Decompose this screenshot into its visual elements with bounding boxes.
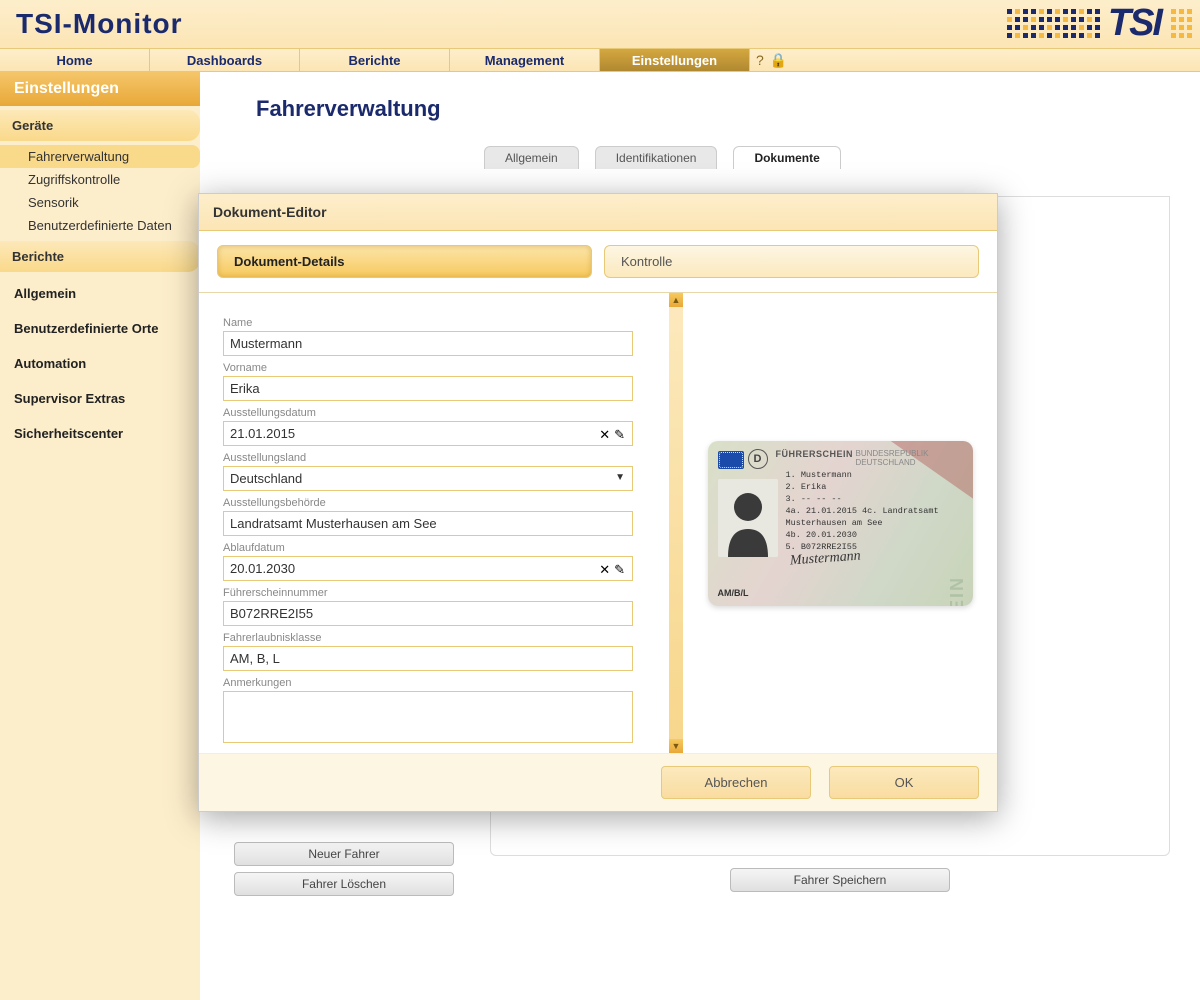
license-preview: D FÜHRERSCHEIN BUNDESREPUBLIK DEUTSCHLAN… <box>708 441 973 606</box>
page-title: Fahrerverwaltung <box>256 96 1176 122</box>
sidebar-group-berichte[interactable]: Berichte <box>0 241 200 272</box>
content-tabs: Allgemein Identifikationen Dokumente <box>484 146 1176 169</box>
sidebar-item-orte[interactable]: Benutzerdefinierte Orte <box>0 311 200 346</box>
modal-title: Dokument-Editor <box>199 194 997 231</box>
sidebar-item-benutzerdefinierte-daten[interactable]: Benutzerdefinierte Daten <box>0 214 200 237</box>
input-name[interactable] <box>223 331 633 356</box>
edit-icon[interactable]: ✎ <box>614 562 625 578</box>
edit-icon[interactable]: ✎ <box>614 427 625 443</box>
label-country: Ausstellungsland <box>223 452 661 464</box>
input-expiry-date[interactable] <box>223 556 633 581</box>
label-name: Name <box>223 317 661 329</box>
input-vorname[interactable] <box>223 376 633 401</box>
sidebar-item-zugriffskontrolle[interactable]: Zugriffskontrolle <box>0 168 200 191</box>
nav-berichte[interactable]: Berichte <box>300 49 450 71</box>
form-column: Name Vorname Ausstellungsdatum ✕ ✎ Ausst… <box>199 293 669 753</box>
sidebar-item-allgemein[interactable]: Allgemein <box>0 276 200 311</box>
input-license-class[interactable] <box>223 646 633 671</box>
help-icon[interactable]: ? <box>756 52 764 68</box>
scrollbar[interactable]: ▲ ▼ <box>669 293 683 753</box>
eu-flag-icon <box>718 451 744 469</box>
license-watermark: SCHEIN <box>948 576 969 606</box>
nav-home[interactable]: Home <box>0 49 150 71</box>
label-notes: Anmerkungen <box>223 677 661 689</box>
input-issue-date[interactable] <box>223 421 633 446</box>
sidebar-group-geraete[interactable]: Geräte <box>0 110 200 141</box>
label-authority: Ausstellungsbehörde <box>223 497 661 509</box>
cancel-button[interactable]: Abbrechen <box>661 766 811 799</box>
clear-icon[interactable]: ✕ <box>599 562 610 578</box>
label-issue: Ausstellungsdatum <box>223 407 661 419</box>
license-subtitle: BUNDESREPUBLIK DEUTSCHLAND <box>856 449 973 467</box>
label-class: Fahrerlaubnisklasse <box>223 632 661 644</box>
modal-tab-details[interactable]: Dokument-Details <box>217 245 592 278</box>
sidebar-item-fahrerverwaltung[interactable]: Fahrerverwaltung <box>0 145 200 168</box>
license-data: 1. Mustermann 2. Erika 3. -- -- -- 4a. 2… <box>786 469 939 553</box>
header-band: TSI-Monitor TSI <box>0 0 1200 48</box>
nav-einstellungen[interactable]: Einstellungen <box>600 49 750 71</box>
document-editor-modal: Dokument-Editor Dokument-Details Kontrol… <box>198 193 998 812</box>
preview-column: D FÜHRERSCHEIN BUNDESREPUBLIK DEUTSCHLAN… <box>683 293 997 753</box>
sidebar-item-sensorik[interactable]: Sensorik <box>0 191 200 214</box>
nav-dashboards[interactable]: Dashboards <box>150 49 300 71</box>
nav-management[interactable]: Management <box>450 49 600 71</box>
tab-allgemein[interactable]: Allgemein <box>484 146 579 169</box>
sidebar: Einstellungen Geräte Fahrerverwaltung Zu… <box>0 72 200 1000</box>
tab-identifikationen[interactable]: Identifikationen <box>595 146 718 169</box>
clear-icon[interactable]: ✕ <box>599 427 610 443</box>
dot-grid-icon <box>1007 9 1100 38</box>
input-authority[interactable] <box>223 511 633 536</box>
app-logo: TSI-Monitor <box>16 8 183 40</box>
modal-tab-kontrolle[interactable]: Kontrolle <box>604 245 979 278</box>
tsi-text-logo: TSI <box>1108 2 1161 45</box>
top-nav: Home Dashboards Berichte Management Eins… <box>0 48 1200 72</box>
label-vorname: Vorname <box>223 362 661 374</box>
sidebar-item-supervisor[interactable]: Supervisor Extras <box>0 381 200 416</box>
sidebar-item-automation[interactable]: Automation <box>0 346 200 381</box>
logo-right: TSI <box>1007 2 1192 45</box>
bars-icon <box>1171 9 1192 38</box>
license-title: FÜHRERSCHEIN <box>776 449 854 459</box>
scroll-up-icon[interactable]: ▲ <box>669 293 683 307</box>
save-driver-button[interactable]: Fahrer Speichern <box>730 868 950 892</box>
license-photo <box>718 479 778 557</box>
delete-driver-button[interactable]: Fahrer Löschen <box>234 872 454 896</box>
lock-icon[interactable]: 🔒 <box>770 52 787 69</box>
label-expiry: Ablaufdatum <box>223 542 661 554</box>
sidebar-title: Einstellungen <box>0 72 200 106</box>
sidebar-item-sicherheitscenter[interactable]: Sicherheitscenter <box>0 416 200 451</box>
ok-button[interactable]: OK <box>829 766 979 799</box>
scroll-down-icon[interactable]: ▼ <box>669 739 683 753</box>
tab-dokumente[interactable]: Dokumente <box>733 146 840 169</box>
license-categories: AM/B/L <box>718 588 749 598</box>
new-driver-button[interactable]: Neuer Fahrer <box>234 842 454 866</box>
input-notes[interactable] <box>223 691 633 743</box>
select-country[interactable]: Deutschland <box>223 466 633 491</box>
label-number: Führerscheinnummer <box>223 587 661 599</box>
country-code: D <box>748 449 768 469</box>
input-license-number[interactable] <box>223 601 633 626</box>
